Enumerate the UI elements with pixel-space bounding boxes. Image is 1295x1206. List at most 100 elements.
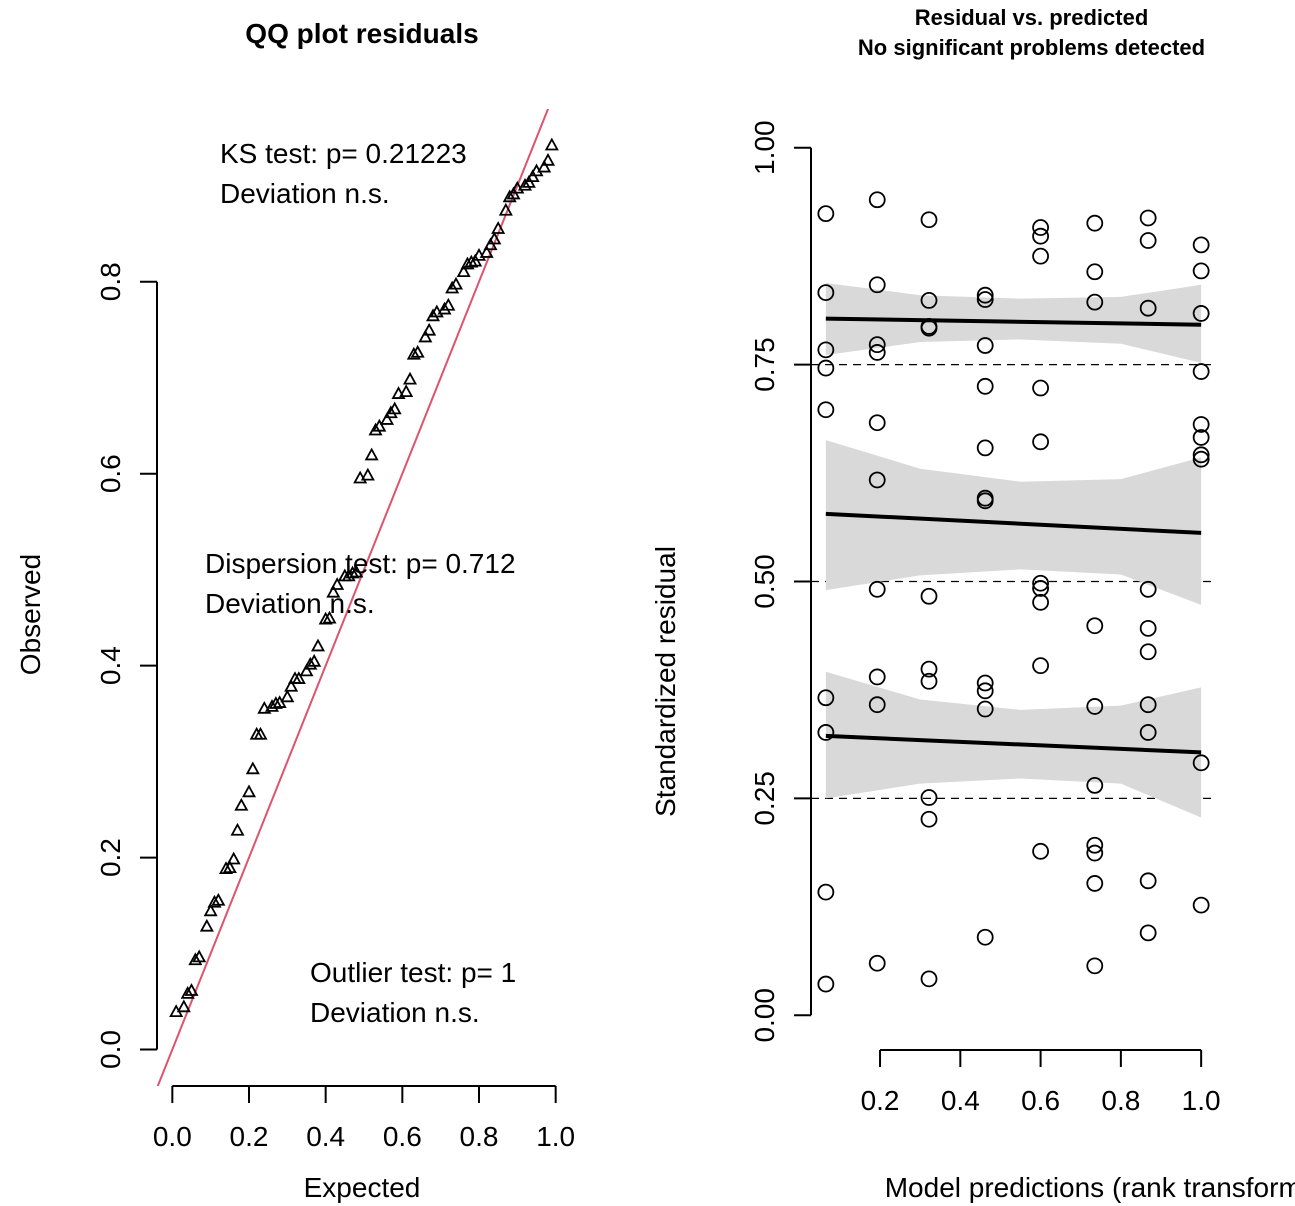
point	[1032, 227, 1049, 245]
point	[1032, 580, 1049, 597]
point	[188, 952, 203, 966]
point	[1192, 305, 1210, 322]
point	[1139, 696, 1157, 714]
point	[976, 682, 994, 700]
point	[326, 584, 341, 598]
x-tick-label: 0.6	[383, 1121, 422, 1152]
point	[226, 851, 241, 865]
chart-title: QQ plot residuals	[245, 18, 478, 49]
point	[1086, 263, 1104, 281]
point	[487, 231, 502, 245]
y-tick-label: 0.25	[749, 771, 780, 826]
point	[537, 159, 552, 173]
point	[445, 280, 460, 294]
point	[817, 689, 835, 707]
point	[280, 689, 295, 703]
point	[1086, 844, 1104, 862]
point	[817, 205, 835, 223]
point	[448, 276, 464, 290]
point	[310, 638, 326, 652]
point	[257, 700, 272, 714]
point	[920, 789, 938, 806]
point	[1192, 416, 1210, 433]
point	[180, 985, 195, 999]
y-tick-label: 0.50	[749, 554, 780, 609]
point	[1032, 433, 1049, 451]
y-axis-label: Observed	[15, 554, 46, 675]
plot-area	[811, 283, 1216, 818]
point	[502, 189, 517, 203]
point	[268, 696, 283, 709]
point	[868, 276, 886, 294]
point	[817, 883, 835, 901]
point	[230, 822, 245, 836]
point	[817, 401, 835, 419]
x-tick-label: 0.8	[460, 1121, 499, 1152]
x-axis-label: Expected	[304, 1172, 421, 1203]
point	[1139, 872, 1157, 890]
chart-title: Residual vs. predicted	[915, 5, 1149, 30]
annotation: KS test: p= 0.21223	[220, 138, 467, 169]
point	[425, 308, 441, 322]
point	[976, 377, 994, 395]
point	[491, 221, 506, 234]
point	[1086, 875, 1104, 892]
point	[868, 336, 886, 354]
point	[1192, 363, 1210, 380]
y-tick-label: 0.00	[749, 988, 780, 1043]
point	[1192, 429, 1210, 446]
point	[1139, 724, 1157, 741]
point	[291, 671, 306, 684]
point	[1192, 262, 1210, 280]
point	[1086, 776, 1104, 794]
point	[544, 137, 559, 151]
point	[437, 301, 452, 315]
point	[207, 894, 222, 908]
point	[184, 983, 199, 996]
point	[299, 663, 314, 677]
y-tick-label: 0.75	[749, 337, 780, 392]
y-tick-label: 0.2	[95, 838, 126, 877]
point	[498, 202, 513, 216]
point	[1086, 836, 1104, 854]
x-tick-label: 0.8	[1101, 1085, 1140, 1116]
point	[218, 861, 234, 875]
point	[391, 386, 406, 399]
x-tick-label: 0.6	[1021, 1085, 1060, 1116]
point	[920, 810, 938, 828]
point	[1139, 924, 1157, 942]
point	[920, 660, 938, 678]
point	[349, 564, 364, 578]
point	[1032, 842, 1049, 860]
point	[868, 344, 886, 361]
quantile-line	[825, 511, 1202, 535]
x-tick-label: 1.0	[536, 1121, 575, 1152]
point	[1032, 219, 1049, 236]
y-tick-label: 0.4	[95, 646, 126, 685]
y-tick-label: 0.6	[95, 454, 126, 493]
point	[1139, 209, 1157, 227]
point	[406, 346, 421, 360]
point	[422, 322, 437, 336]
point	[1192, 896, 1210, 914]
point	[1192, 754, 1210, 772]
point	[222, 860, 237, 874]
point	[1139, 580, 1157, 598]
point	[976, 439, 994, 457]
point	[976, 928, 994, 946]
point	[1139, 643, 1157, 661]
point	[330, 577, 345, 590]
point	[372, 418, 387, 432]
y-tick-label: 1.00	[749, 120, 780, 175]
point	[253, 726, 268, 740]
point	[868, 954, 886, 972]
point	[199, 918, 214, 932]
point	[399, 384, 414, 398]
point	[322, 610, 337, 624]
annotation: Deviation n.s.	[205, 588, 375, 619]
point	[868, 696, 886, 714]
point	[1032, 657, 1049, 675]
point	[1032, 574, 1049, 592]
point	[920, 587, 938, 605]
